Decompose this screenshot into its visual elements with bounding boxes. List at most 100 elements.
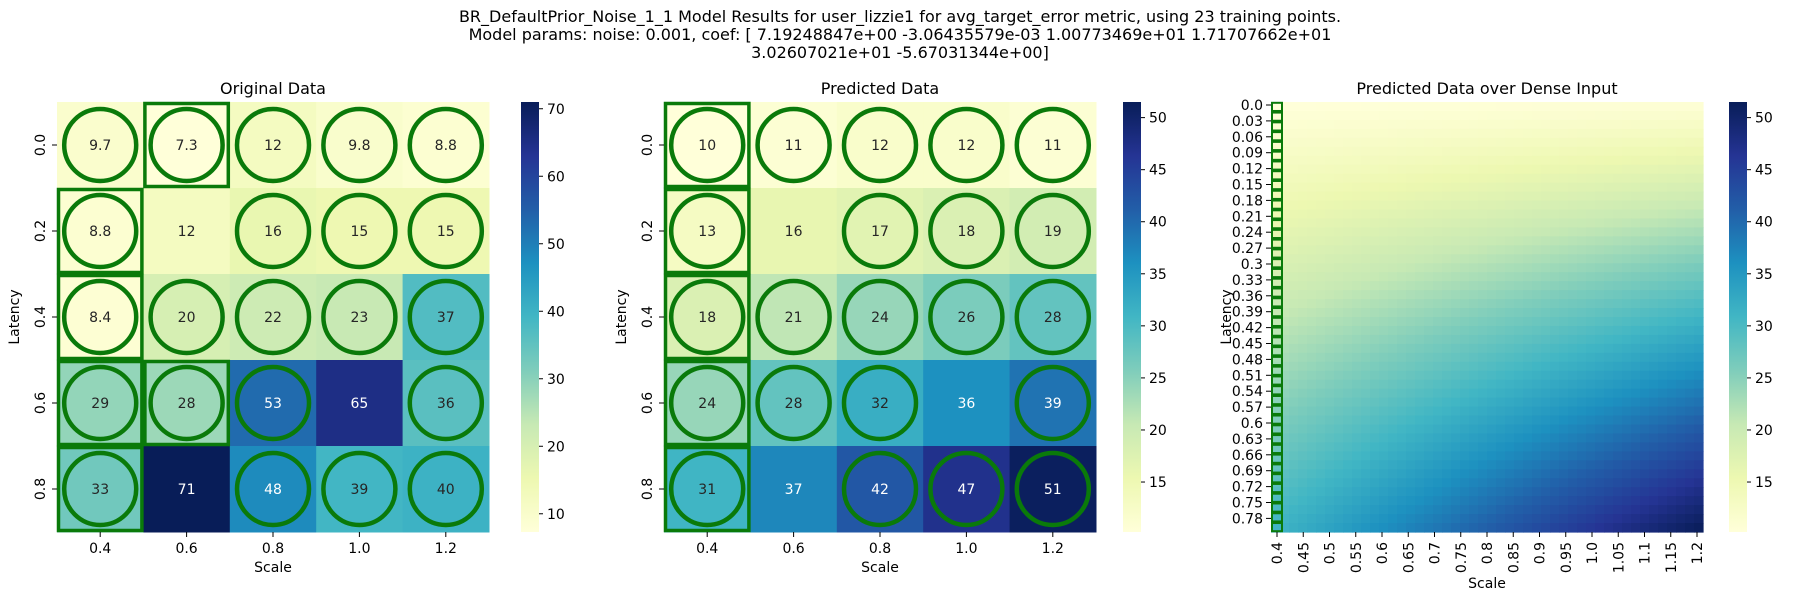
dense-cell bbox=[1649, 173, 1659, 184]
dense-cell bbox=[1406, 469, 1416, 479]
dense-cell bbox=[1433, 505, 1443, 515]
x-tick-label: 1.0 bbox=[1585, 542, 1601, 564]
dense-cell bbox=[1676, 218, 1686, 229]
dense-cell bbox=[1406, 173, 1416, 184]
dense-cell bbox=[1676, 478, 1686, 488]
dense-cell bbox=[1487, 406, 1497, 417]
dense-cell bbox=[1280, 146, 1290, 157]
dense-cell bbox=[1451, 146, 1461, 157]
dense-cell bbox=[1667, 352, 1677, 363]
dense-cell bbox=[1433, 496, 1443, 506]
dense-cell bbox=[1577, 102, 1587, 112]
dense-cell bbox=[1496, 523, 1506, 533]
dense-cell bbox=[1550, 281, 1560, 291]
dense-cell bbox=[1442, 227, 1452, 237]
dense-cell bbox=[1523, 236, 1533, 246]
dense-cell bbox=[1361, 137, 1371, 148]
dense-cell bbox=[1523, 317, 1533, 327]
dense-cell bbox=[1298, 102, 1308, 112]
dense-cell bbox=[1271, 182, 1281, 193]
dense-cell bbox=[1307, 451, 1317, 461]
dense-cell bbox=[1289, 137, 1299, 148]
dense-cell bbox=[1316, 343, 1326, 354]
dense-cell bbox=[1451, 173, 1461, 184]
dense-cell bbox=[1442, 505, 1452, 515]
dense-cell bbox=[1361, 424, 1371, 435]
dense-cell bbox=[1694, 281, 1704, 291]
y-tick-label: 0.42 bbox=[1232, 321, 1263, 337]
dense-cell bbox=[1505, 155, 1515, 166]
dense-cell bbox=[1307, 137, 1317, 148]
dense-cell bbox=[1676, 299, 1686, 309]
dense-cell bbox=[1604, 442, 1614, 452]
dense-cell bbox=[1685, 182, 1695, 193]
dense-cell bbox=[1658, 433, 1668, 444]
dense-cell bbox=[1406, 317, 1416, 327]
dense-cell bbox=[1469, 209, 1479, 220]
figure-suptitle: BR_DefaultPrior_Noise_1_1 Model Results … bbox=[0, 8, 1800, 62]
dense-cell bbox=[1622, 406, 1632, 417]
dense-cell bbox=[1379, 254, 1389, 264]
dense-cell bbox=[1469, 110, 1479, 121]
dense-cell bbox=[1640, 514, 1650, 524]
dense-cell bbox=[1433, 325, 1443, 336]
dense-cell bbox=[1523, 469, 1533, 479]
dense-cell bbox=[1640, 325, 1650, 336]
dense-cell bbox=[1316, 442, 1326, 452]
dense-cell bbox=[1505, 469, 1515, 479]
dense-cell bbox=[1289, 487, 1299, 497]
dense-cell bbox=[1685, 245, 1695, 255]
dense-cell bbox=[1649, 496, 1659, 506]
training-point-circle bbox=[234, 192, 312, 270]
dense-cell bbox=[1532, 317, 1542, 327]
dense-cell bbox=[1397, 415, 1407, 426]
dense-cell bbox=[1280, 343, 1290, 354]
dense-cell bbox=[1487, 325, 1497, 336]
dense-cell bbox=[1532, 263, 1542, 273]
dense-cell bbox=[1514, 119, 1524, 130]
dense-cell bbox=[1577, 361, 1587, 372]
dense-cell bbox=[1622, 209, 1632, 220]
dense-cell bbox=[1469, 523, 1479, 533]
training-point-circle bbox=[321, 278, 398, 356]
dense-cell bbox=[1379, 218, 1389, 229]
dense-cell bbox=[1451, 110, 1461, 121]
dense-cell bbox=[1424, 460, 1434, 470]
dense-cell bbox=[1604, 110, 1614, 121]
dense-cell bbox=[1487, 343, 1497, 354]
dense-cell bbox=[1343, 352, 1353, 363]
dense-cell bbox=[1631, 263, 1641, 273]
dense-cell bbox=[1316, 469, 1326, 479]
dense-cell bbox=[1388, 469, 1398, 479]
dense-cell bbox=[1631, 451, 1641, 461]
dense-cell bbox=[1487, 334, 1497, 345]
dense-cell bbox=[1316, 352, 1326, 363]
dense-cell bbox=[1568, 191, 1578, 202]
dense-cell bbox=[1649, 325, 1659, 336]
dense-cell bbox=[1415, 334, 1425, 345]
dense-cell bbox=[1433, 308, 1443, 318]
dense-cell bbox=[1505, 245, 1515, 255]
dense-cell bbox=[1541, 415, 1551, 426]
dense-cell bbox=[1316, 523, 1326, 533]
dense-cell bbox=[1388, 146, 1398, 157]
dense-cell bbox=[1694, 343, 1704, 354]
dense-cell bbox=[1343, 102, 1353, 112]
dense-cell bbox=[1685, 236, 1695, 246]
dense-cell bbox=[1307, 424, 1317, 435]
dense-cell bbox=[1577, 299, 1587, 309]
dense-cell bbox=[1685, 406, 1695, 417]
dense-cell bbox=[1460, 128, 1470, 139]
dense-cell bbox=[1649, 505, 1659, 515]
dense-cell bbox=[1361, 173, 1371, 184]
dense-cell bbox=[1487, 424, 1497, 435]
dense-cell bbox=[1487, 308, 1497, 318]
dense-cell bbox=[1487, 254, 1497, 264]
dense-cell bbox=[1667, 128, 1677, 139]
colorbar-tick-label: 30 bbox=[1149, 319, 1167, 335]
dense-cell bbox=[1532, 137, 1542, 148]
dense-cell bbox=[1649, 227, 1659, 237]
dense-cell bbox=[1415, 370, 1425, 381]
dense-cell bbox=[1667, 478, 1677, 488]
dense-cell bbox=[1397, 317, 1407, 327]
